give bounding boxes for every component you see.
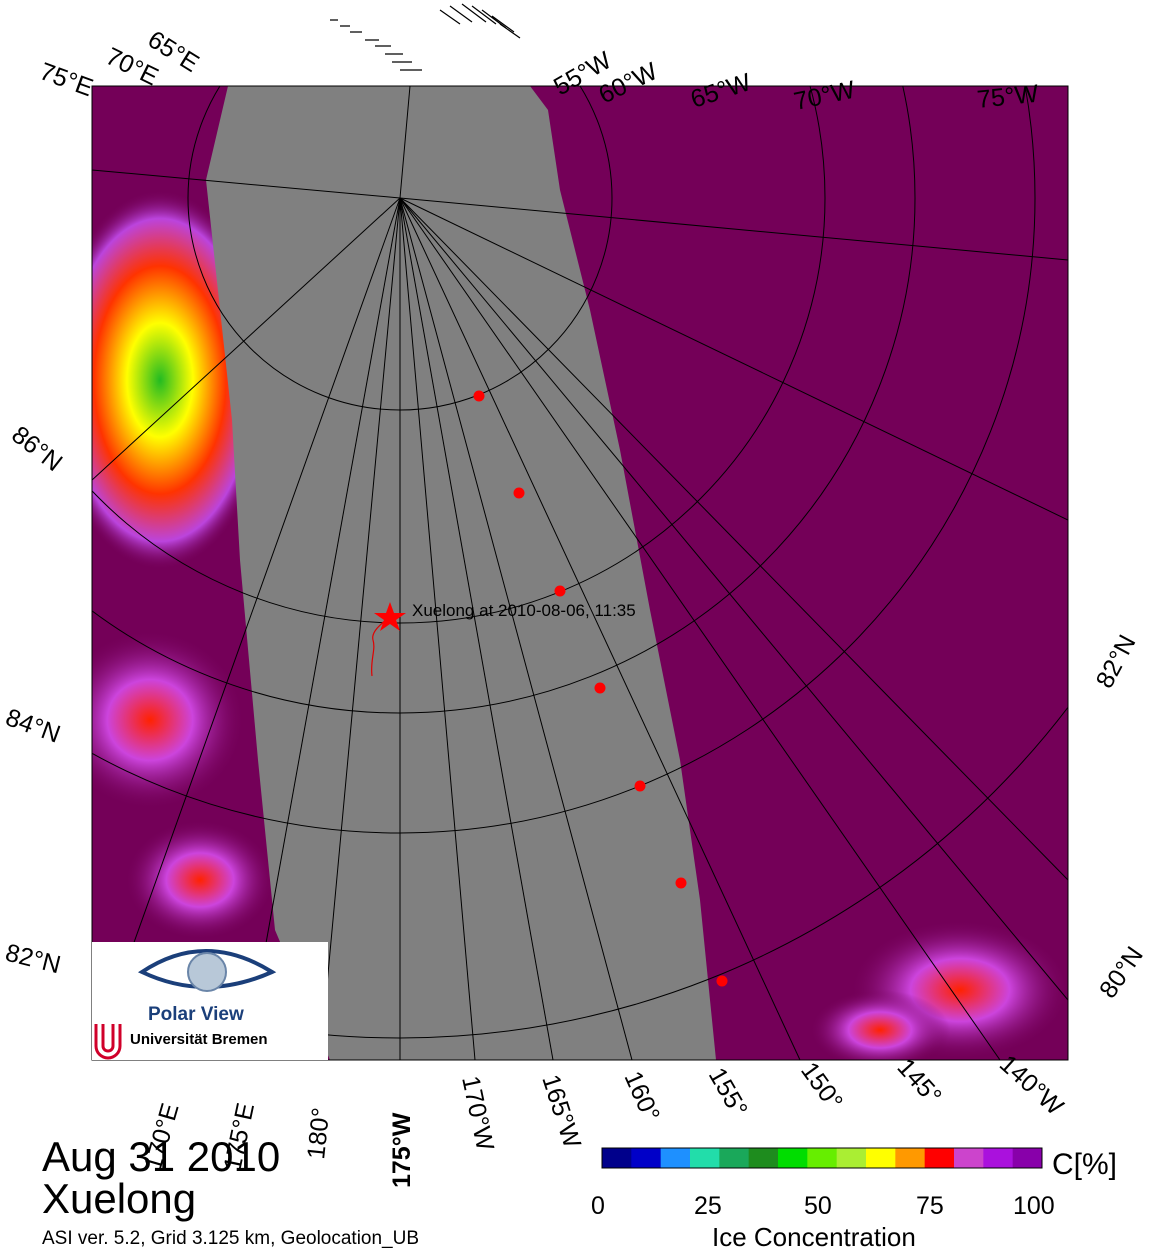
track-point bbox=[594, 682, 606, 694]
colorbar-segment bbox=[719, 1148, 750, 1168]
colorbar-segment bbox=[983, 1148, 1014, 1168]
lon-label: 175°W bbox=[388, 1112, 416, 1188]
crowded-longitude-ticks bbox=[330, 3, 521, 71]
lat-label: 82°N bbox=[1091, 630, 1142, 692]
polar-view-logo: Polar View Universität Bremen bbox=[92, 942, 328, 1060]
colorbar-frame bbox=[601, 1147, 1043, 1169]
lat-label: 82°N bbox=[3, 939, 64, 980]
colorbar-segment bbox=[836, 1148, 867, 1168]
meridians bbox=[92, 86, 1068, 1060]
track-point bbox=[716, 975, 728, 987]
sea-ice-field bbox=[125, 820, 275, 940]
track-point bbox=[513, 487, 525, 499]
lon-label: 160° bbox=[619, 1067, 666, 1126]
colorbar-segment bbox=[895, 1148, 926, 1168]
track-point bbox=[634, 780, 646, 792]
map-frame bbox=[91, 85, 1069, 1061]
lon-label: 165°W bbox=[536, 1071, 586, 1152]
colorbar-segment bbox=[748, 1148, 779, 1168]
colorbar-tick: 25 bbox=[694, 1192, 722, 1220]
map-area: Xuelong at 2010-08-06, 11:35 bbox=[92, 86, 1068, 1060]
lat-label: 84°N bbox=[2, 703, 64, 748]
lon-label: 75°W bbox=[976, 80, 1040, 114]
ship-title: Xuelong bbox=[42, 1175, 197, 1222]
lon-label: 170°W bbox=[456, 1073, 499, 1153]
track-point bbox=[675, 877, 687, 889]
colorbar-title: Ice Concentration bbox=[712, 1222, 916, 1252]
colorbar-segment bbox=[924, 1148, 955, 1168]
colorbar-segment bbox=[778, 1148, 808, 1168]
colorbar-tick: 0 bbox=[591, 1192, 605, 1220]
lon-label: 155° bbox=[703, 1063, 753, 1122]
ship-annotation: Xuelong at 2010-08-06, 11:35 bbox=[412, 601, 636, 620]
sea-ice-field bbox=[810, 990, 950, 1060]
colorbar-segment bbox=[807, 1148, 838, 1168]
colorbar-unit: C[%] bbox=[1052, 1148, 1118, 1181]
colorbar-ticks: 0 25 50 75 100 bbox=[591, 1192, 1055, 1220]
colorbar bbox=[601, 1147, 1043, 1169]
colorbar-tick: 50 bbox=[804, 1192, 832, 1220]
lon-label: 150° bbox=[795, 1057, 848, 1115]
logo-institution: Universität Bremen bbox=[130, 1031, 268, 1048]
track-point bbox=[554, 585, 566, 597]
ship-position-star bbox=[374, 602, 406, 631]
lon-label: 75°E bbox=[36, 57, 97, 102]
colorbar-segment bbox=[660, 1148, 691, 1168]
track-points bbox=[473, 390, 728, 987]
no-data-swath bbox=[206, 86, 716, 1060]
colorbar-segment bbox=[1012, 1148, 1043, 1168]
algorithm-info: ASI ver. 5.2, Grid 3.125 km, Geolocation… bbox=[42, 1228, 420, 1249]
lon-label: 180° bbox=[302, 1106, 335, 1160]
colorbar-segment bbox=[690, 1148, 720, 1168]
date-title: Aug 31 2010 bbox=[42, 1133, 281, 1180]
colorbar-tick: 100 bbox=[1013, 1192, 1055, 1220]
colorbar-segment bbox=[602, 1148, 632, 1168]
lat-label: 80°N bbox=[1094, 942, 1149, 1004]
lon-label: 145° bbox=[892, 1053, 947, 1110]
globe-icon bbox=[187, 952, 227, 992]
ship-track bbox=[370, 617, 389, 677]
colorbar-tick: 75 bbox=[916, 1192, 944, 1220]
lat-label: 86°N bbox=[6, 421, 67, 477]
colorbar-segment bbox=[631, 1148, 662, 1168]
sea-ice-field bbox=[92, 630, 245, 810]
colorbar-segment bbox=[866, 1148, 896, 1168]
bremen-u-icon bbox=[94, 1024, 122, 1060]
track-point bbox=[473, 390, 485, 402]
colorbar-segment bbox=[954, 1148, 984, 1168]
logo-title: Polar View bbox=[148, 1004, 244, 1025]
